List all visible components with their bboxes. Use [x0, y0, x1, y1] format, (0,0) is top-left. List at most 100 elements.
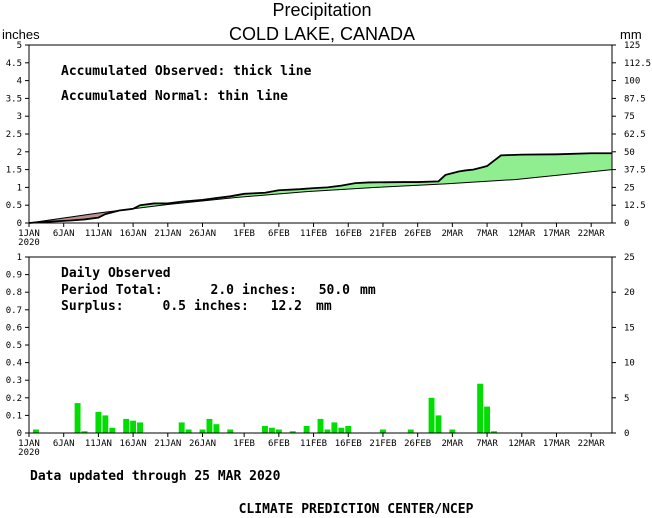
- left-unit-label: inches: [2, 27, 40, 42]
- daily-ytick-label-left-3: 0.3: [6, 376, 22, 386]
- daily-ytick-label-left-4: 0.4: [6, 359, 22, 369]
- accumulated-ytick-label-right-10: 125: [624, 41, 640, 51]
- accumulated-ytick-label-right-7: 87.5: [624, 94, 646, 104]
- accumulated-difference-fill: [518, 154, 523, 180]
- accumulated-difference-fill: [528, 154, 533, 179]
- daily-ytick-label-right-2: 10: [624, 359, 635, 369]
- accumulated-difference-fill: [497, 154, 502, 181]
- accumulated-difference-fill: [507, 154, 512, 181]
- accumulated-difference-fill: [535, 154, 540, 178]
- accumulated-ytick-label-right-8: 100: [624, 77, 640, 87]
- accumulated-difference-fill: [524, 154, 530, 179]
- accumulated-difference-fill: [542, 154, 547, 178]
- accumulated-difference-fill: [504, 154, 509, 181]
- surplus-inches: 0.5: [163, 299, 186, 314]
- accumulated-difference-fill: [549, 154, 554, 177]
- data-updated-text: Data updated through 25 MAR 2020: [30, 469, 281, 484]
- chart-title: Precipitation: [272, 0, 371, 20]
- period-total-mm: 50.0: [319, 283, 350, 298]
- daily-xtick-label-12: 2MAR: [442, 439, 464, 449]
- daily-bar: [130, 420, 137, 433]
- daily-xtick-label-2: 11JAN: [85, 439, 112, 449]
- accumulated-difference-fill: [576, 153, 582, 174]
- daily-bar: [331, 422, 338, 433]
- daily-bar: [74, 403, 81, 433]
- daily-bar: [477, 383, 484, 433]
- daily-xtick-label-5: 26JAN: [189, 439, 216, 449]
- accumulated-difference-fill: [552, 153, 557, 176]
- daily-bar: [102, 415, 109, 433]
- accumulated-difference-fill: [531, 154, 536, 179]
- accumulated-ytick-label-left-1: 0.5: [6, 201, 22, 211]
- accumulated-difference-fill: [500, 154, 505, 181]
- accumulated-ytick-label-left-2: 1: [17, 183, 22, 193]
- accumulated-panel: 00.511.522.533.544.55012.52537.55062.575…: [6, 41, 651, 248]
- accumulated-xtick-label-15: 17MAR: [543, 229, 571, 239]
- accumulated-ytick-label-left-0: 0: [17, 219, 22, 229]
- accumulated-ytick-label-right-6: 75: [624, 112, 635, 122]
- accumulated-difference-fill: [594, 152, 599, 172]
- accumulated-difference-fill: [514, 154, 519, 180]
- daily-xtick-label-16: 22MAR: [578, 439, 606, 449]
- accumulated-ytick-label-right-5: 62.5: [624, 130, 646, 140]
- surplus-mm: 12.2: [271, 299, 302, 314]
- accumulated-difference-fill: [469, 169, 474, 183]
- daily-bar: [324, 429, 331, 433]
- accumulated-difference-fill: [465, 169, 471, 183]
- daily-bar: [491, 431, 497, 433]
- accumulated-ytick-label-left-3: 1.5: [6, 166, 22, 176]
- surplus-unit-inches: inches:: [194, 299, 249, 314]
- accumulated-ytick-label-left-10: 5: [17, 41, 22, 51]
- accumulated-xtick-label-3: 16JAN: [120, 229, 147, 239]
- daily-bar: [137, 422, 143, 433]
- accumulated-ytick-label-right-0: 0: [624, 219, 629, 229]
- daily-bar: [268, 427, 275, 433]
- daily-ytick-label-left-5: 0.5: [6, 341, 22, 351]
- accumulated-ytick-label-left-5: 2.5: [6, 130, 22, 140]
- credit-text: CLIMATE PREDICTION CENTER/NCEP: [239, 502, 474, 517]
- daily-xtick-label-4: 21JAN: [154, 439, 181, 449]
- daily-ytick-label-left-6: 0.6: [6, 323, 22, 333]
- accumulated-difference-fill: [573, 153, 578, 174]
- period-total-label: Period Total:: [61, 283, 163, 298]
- accumulated-difference-fill: [570, 153, 575, 175]
- daily-xtick-label-11: 26FEB: [404, 439, 431, 449]
- daily-bar: [289, 431, 296, 433]
- daily-axes: 00.10.20.30.40.50.60.70.80.9105101520251…: [6, 253, 635, 458]
- accumulated-observed-line: [28, 152, 612, 224]
- accumulated-difference-fill: [590, 152, 595, 173]
- daily-bar: [227, 429, 234, 433]
- accumulated-ytick-label-left-6: 3: [17, 112, 22, 122]
- daily-bar: [262, 425, 268, 433]
- accumulated-difference-fill: [566, 153, 571, 175]
- accumulated-difference-fill: [563, 153, 568, 175]
- daily-ytick-label-left-8: 0.8: [6, 288, 22, 298]
- accumulated-xtick-label-9: 16FEB: [335, 229, 362, 239]
- daily-bar: [380, 429, 386, 433]
- daily-bar: [32, 429, 39, 433]
- accumulated-difference-fill: [493, 157, 498, 182]
- daily-bar: [123, 418, 130, 433]
- daily-xtick-label-7: 6FEB: [268, 439, 290, 449]
- surplus-label: Surplus:: [61, 299, 124, 314]
- accumulated-xtick-label-7: 6FEB: [268, 229, 290, 239]
- daily-bar: [435, 415, 442, 433]
- accumulated-ytick-label-right-2: 25: [624, 183, 635, 193]
- accumulated-ytick-label-right-3: 37.5: [624, 166, 646, 176]
- daily-bar: [303, 425, 310, 433]
- surplus-unit-mm: mm: [316, 299, 332, 314]
- daily-bar: [275, 429, 282, 433]
- accumulated-difference-fill: [597, 152, 602, 172]
- daily-bar: [484, 406, 491, 433]
- accumulated-line-layer: [28, 152, 613, 224]
- accumulated-year-label: 2020: [18, 238, 40, 248]
- accumulated-difference-fill: [459, 170, 464, 184]
- daily-bar: [338, 427, 345, 433]
- accumulated-difference-fill: [608, 152, 613, 171]
- daily-xtick-label-14: 12MAR: [508, 439, 536, 449]
- accumulated-difference-fill: [604, 152, 609, 171]
- accumulated-difference-fill: [511, 154, 516, 181]
- daily-ytick-label-right-1: 5: [624, 394, 629, 404]
- daily-xtick-label-13: 7MAR: [476, 439, 498, 449]
